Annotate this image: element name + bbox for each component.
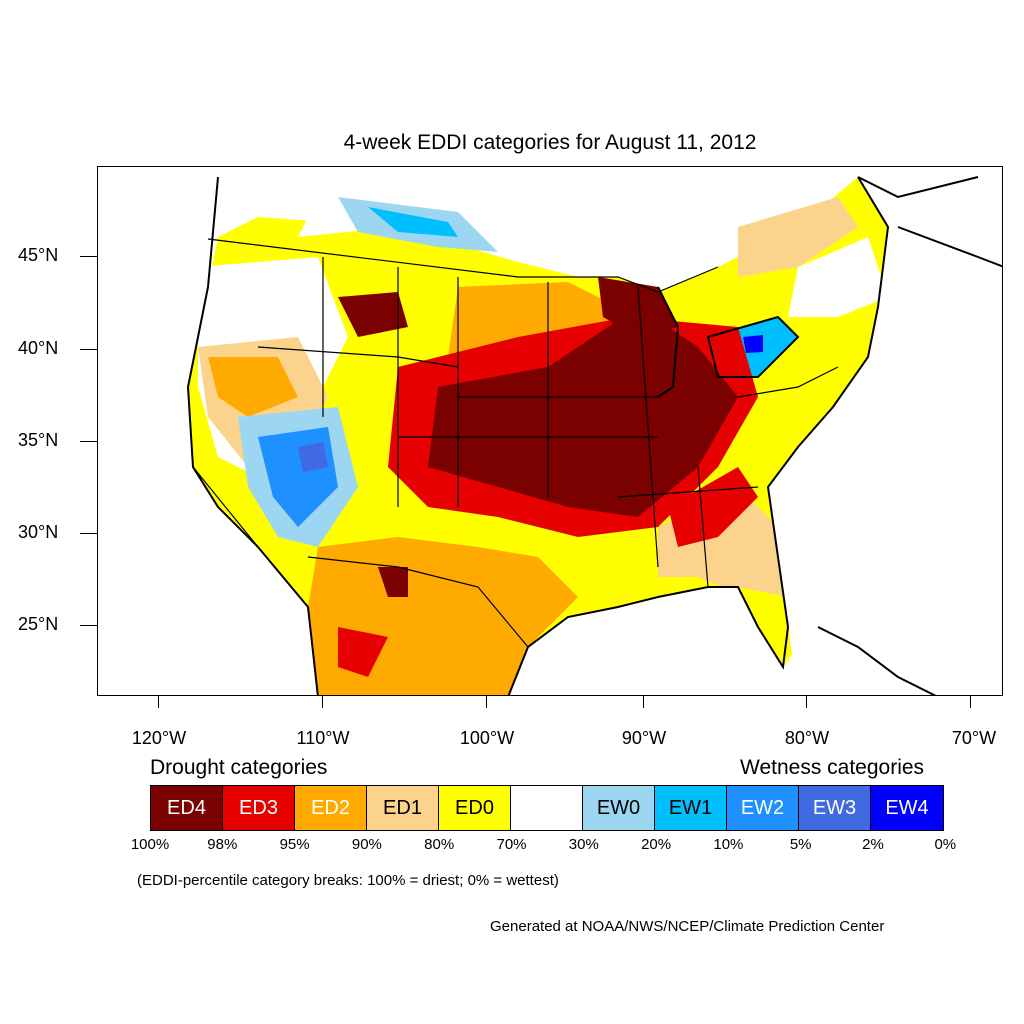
lat-label-40: 40°N bbox=[18, 338, 59, 358]
percentile-break-label: 30% bbox=[568, 836, 599, 853]
legend-box-neutral bbox=[511, 786, 583, 830]
lat-tick bbox=[80, 533, 97, 534]
lon-label-110: 110°W bbox=[296, 728, 350, 748]
credit-text: Generated at NOAA/NWS/NCEP/Climate Predi… bbox=[490, 918, 885, 935]
legend-box-ew1: EW1 bbox=[655, 786, 727, 830]
percentile-break-label: 98% bbox=[207, 836, 238, 853]
lat-tick bbox=[80, 349, 97, 350]
legend-box-ew2: EW2 bbox=[727, 786, 799, 830]
drought-categories-heading: Drought categories bbox=[150, 756, 328, 779]
lat-tick bbox=[80, 625, 97, 626]
map-title: 4-week EDDI categories for August 11, 20… bbox=[343, 131, 757, 154]
percentile-break-label: 10% bbox=[713, 836, 744, 853]
lon-label-90: 90°W bbox=[621, 728, 667, 748]
percentile-break-label: 100% bbox=[130, 836, 170, 853]
lat-tick bbox=[80, 256, 97, 257]
percentile-break-label: 80% bbox=[424, 836, 455, 853]
legend-box-ed0: ED0 bbox=[439, 786, 511, 830]
percentile-break-label: 5% bbox=[789, 836, 812, 853]
legend-box-ew0: EW0 bbox=[583, 786, 655, 830]
wetness-categories-heading: Wetness categories bbox=[740, 756, 925, 779]
lon-tick bbox=[806, 696, 807, 708]
legend-box-ew4: EW4 bbox=[871, 786, 943, 830]
legend-box-ew3: EW3 bbox=[799, 786, 871, 830]
lon-label-70: 70°W bbox=[951, 728, 997, 748]
legend-box-ed1: ED1 bbox=[367, 786, 439, 830]
lon-label-100: 100°W bbox=[459, 728, 515, 748]
lon-tick bbox=[158, 696, 159, 708]
lon-label-120: 120°W bbox=[131, 728, 187, 748]
percentile-break-label: 70% bbox=[496, 836, 527, 853]
legend-box-ed4: ED4 bbox=[151, 786, 223, 830]
lon-tick bbox=[322, 696, 323, 708]
percentile-break-label: 95% bbox=[279, 836, 310, 853]
lat-tick bbox=[80, 441, 97, 442]
category-note: (EDDI-percentile category breaks: 100% =… bbox=[137, 872, 559, 889]
lat-label-30: 30°N bbox=[18, 522, 59, 542]
lon-label-80: 80°W bbox=[784, 728, 830, 748]
lat-label-25: 25°N bbox=[18, 614, 59, 634]
percentile-break-label: 90% bbox=[351, 836, 382, 853]
lat-label-45: 45°N bbox=[18, 245, 59, 265]
lon-tick bbox=[970, 696, 971, 708]
category-legend: ED4 ED3 ED2 ED1 ED0 EW0 EW1 EW2 EW3 EW4 bbox=[150, 785, 944, 831]
percentile-break-label: 20% bbox=[641, 836, 672, 853]
eddi-map bbox=[97, 166, 1003, 696]
percentile-break-label: 2% bbox=[862, 836, 884, 853]
legend-box-ed2: ED2 bbox=[295, 786, 367, 830]
legend-box-ed3: ED3 bbox=[223, 786, 295, 830]
lon-tick bbox=[486, 696, 487, 708]
map-svg bbox=[98, 167, 1002, 695]
lon-tick bbox=[643, 696, 644, 708]
percentile-break-label: 0% bbox=[934, 836, 957, 853]
lat-label-35: 35°N bbox=[18, 430, 59, 450]
